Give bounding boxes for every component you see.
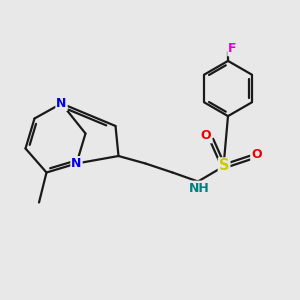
Text: O: O (251, 148, 262, 161)
Text: N: N (71, 157, 82, 170)
Text: NH: NH (189, 182, 210, 195)
Text: N: N (56, 97, 67, 110)
Text: F: F (228, 42, 237, 56)
Text: O: O (201, 129, 212, 142)
Text: S: S (219, 158, 230, 173)
